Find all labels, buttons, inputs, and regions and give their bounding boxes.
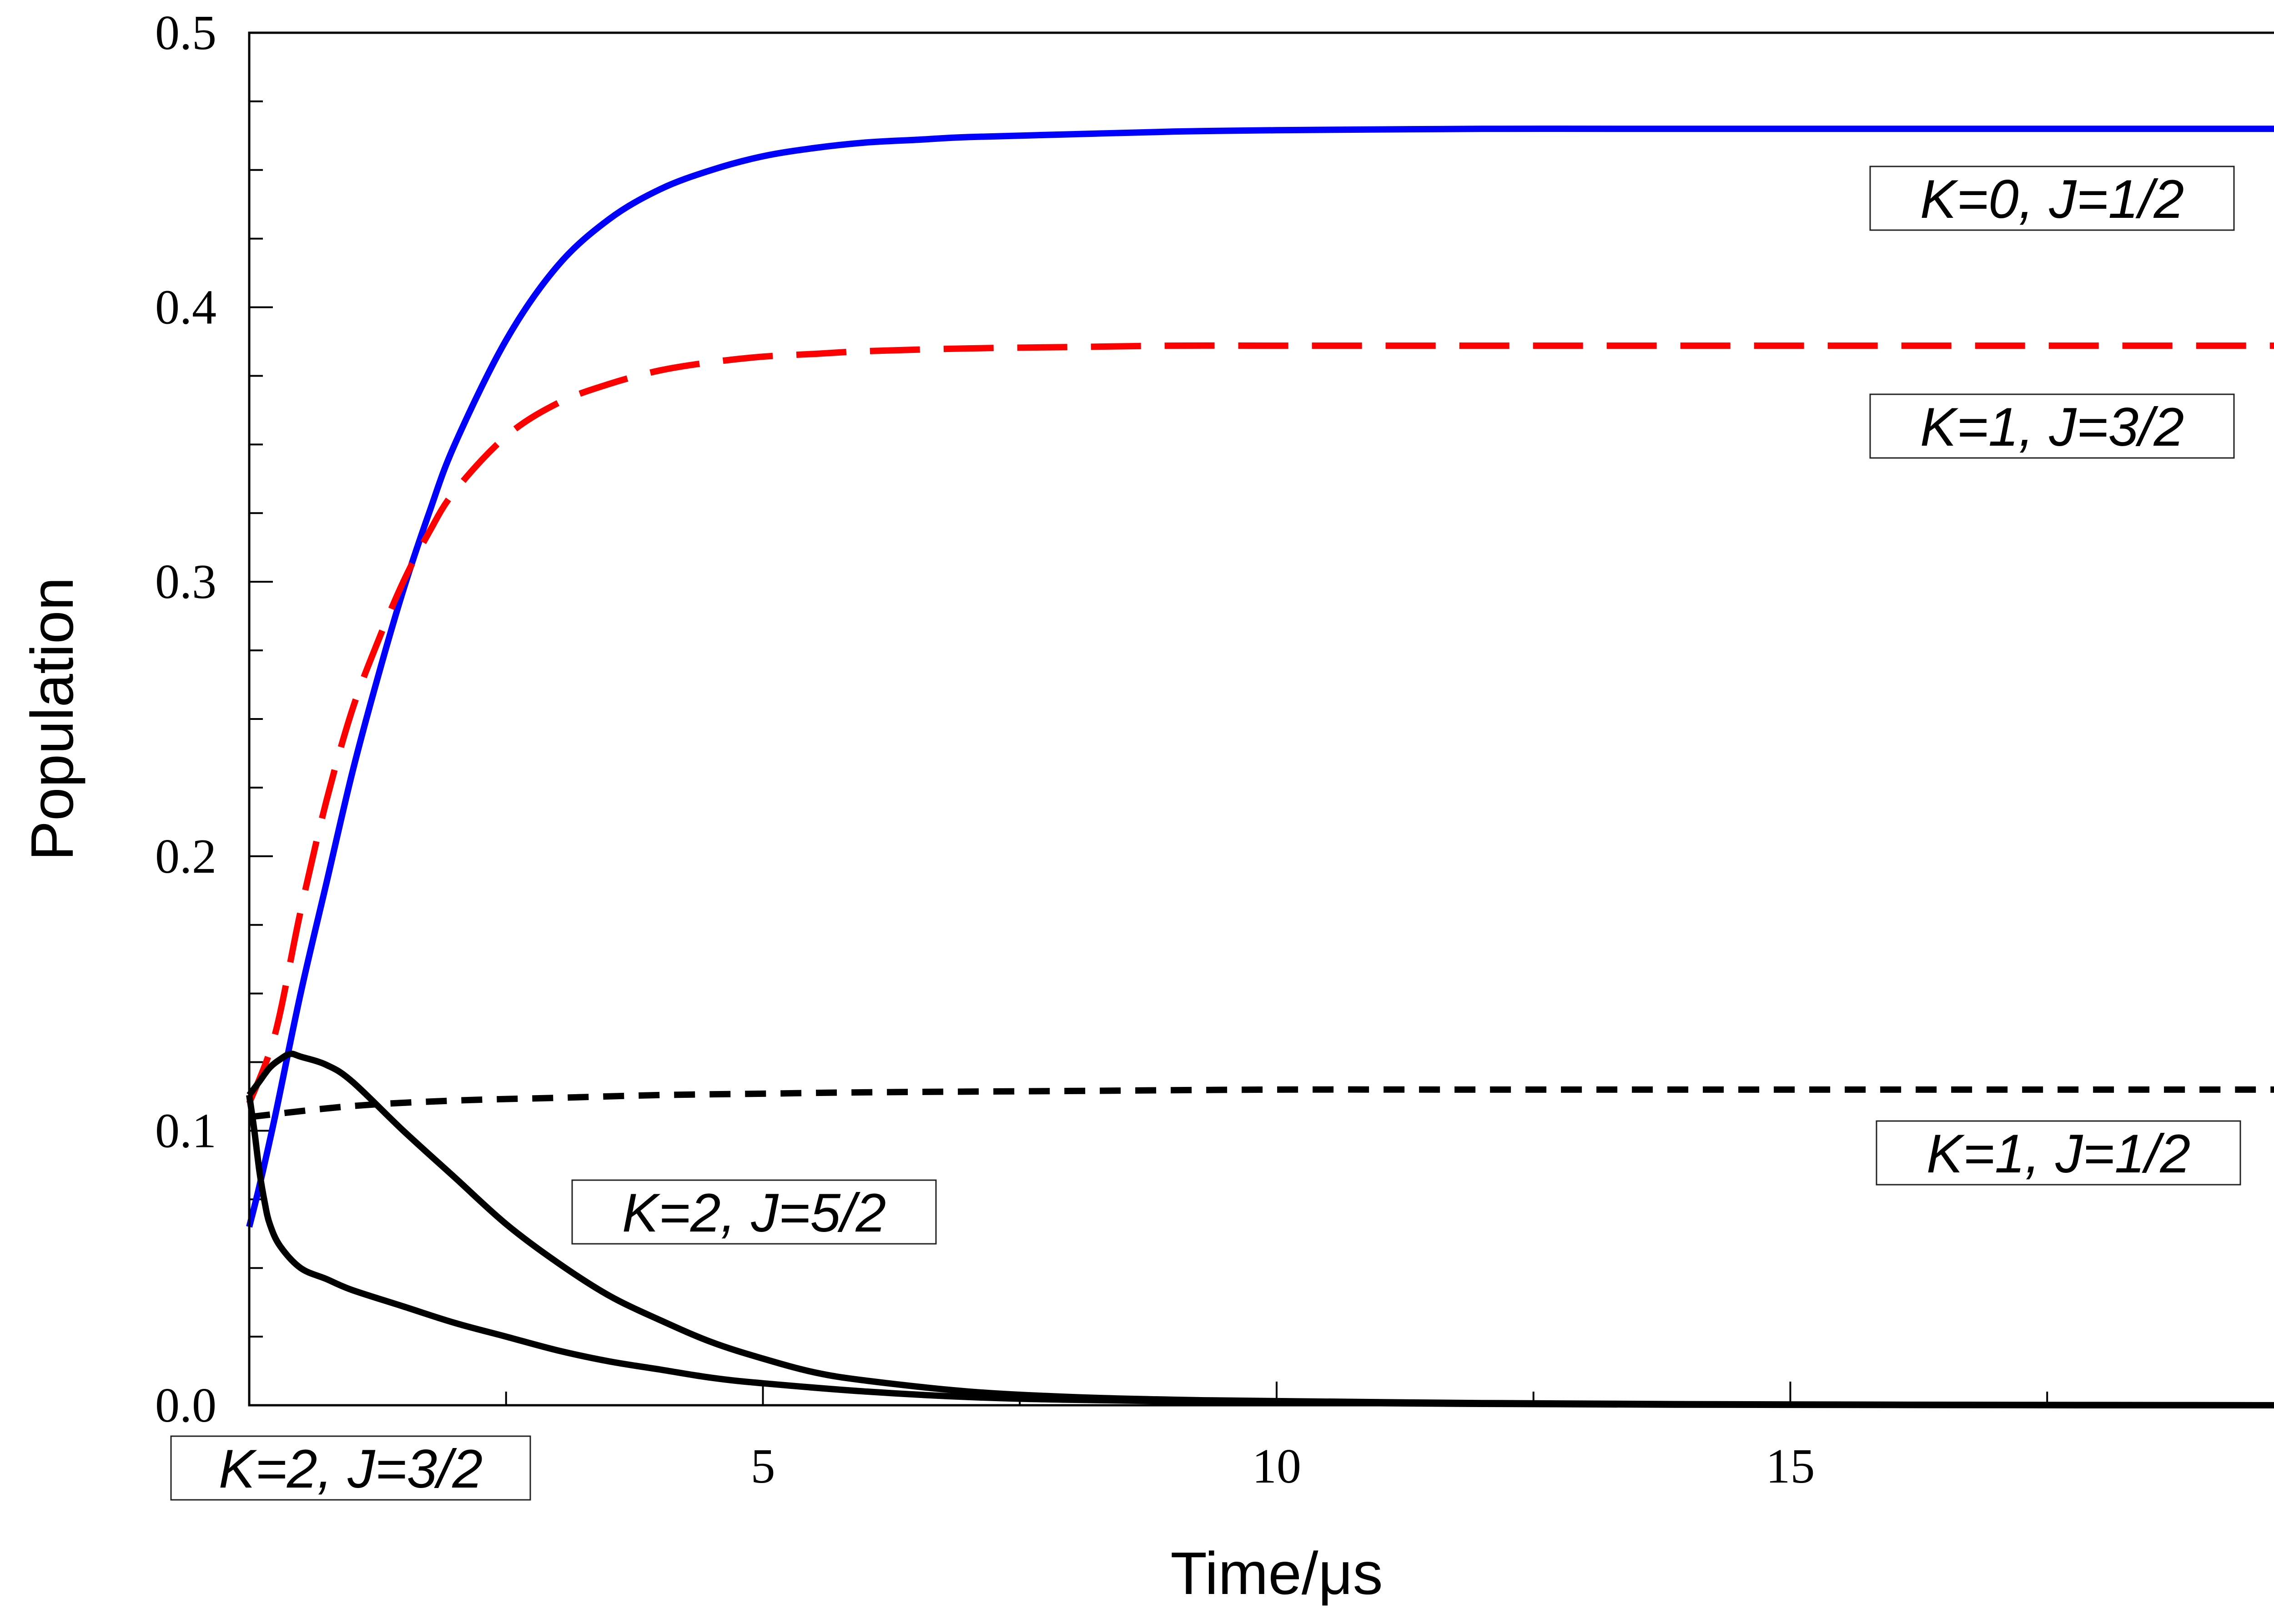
x-tick-label: 10: [1252, 1439, 1301, 1493]
label-k1-j32: K=1, J=3/2: [1869, 393, 2235, 459]
y-axis-tick-labels: 0.0 0.1 0.2 0.3 0.4 0.5: [155, 6, 216, 1433]
x-axis-tick-labels: 5101520: [751, 1439, 1815, 1493]
label-k2-j32: K=2, J=3/2: [170, 1435, 531, 1501]
label-text-k0-j12: K=0, J=1/2: [1920, 169, 2184, 230]
y-tick-label: 0.3: [155, 555, 216, 609]
label-box-k0-j12: [1869, 166, 2235, 231]
y-tick-label: 0.5: [155, 6, 216, 60]
y-axis-title: Population: [19, 577, 86, 861]
y-axis-ticks: [249, 32, 273, 1406]
label-box-k1-j12: [1876, 1120, 2241, 1186]
label-box-k1-j32: [1869, 393, 2235, 459]
y-tick-label: 0.2: [155, 830, 216, 884]
label-text-k2-j52: K=2, J=5/2: [622, 1182, 886, 1243]
y-tick-label: 0.4: [155, 281, 216, 335]
label-text-k1-j12: K=1, J=1/2: [1927, 1123, 2190, 1184]
y-tick-label: 0.1: [155, 1104, 216, 1158]
label-k2-j52: K=2, J=5/2: [571, 1179, 937, 1245]
curve-labels: K=0, J=1/2 K=1, J=3/2 K=1, J=1/2 K=2, J=…: [170, 166, 2241, 1501]
series-line-k-1-j-1-2: [249, 1086, 2274, 1121]
series-line-k-1-j-3-2: [246, 342, 2274, 1105]
y-tick-label: 0.0: [155, 1378, 216, 1433]
x-axis-title: Time/μs: [1170, 1540, 1383, 1607]
label-k1-j12: K=1, J=1/2: [1876, 1120, 2241, 1186]
plot-frame: [248, 31, 2274, 1407]
series-line-k-0-j-1-2: [246, 126, 2274, 1228]
x-tick-label: 15: [1766, 1439, 1815, 1493]
series-layer: [246, 126, 2274, 1409]
label-k0-j12: K=0, J=1/2: [1869, 166, 2235, 231]
label-text-k1-j32: K=1, J=3/2: [1920, 397, 2184, 458]
label-box-k2-j52: [571, 1179, 937, 1245]
x-tick-label: 5: [751, 1439, 775, 1493]
label-box-k2-j32: [170, 1435, 531, 1501]
label-text-k2-j32: K=2, J=3/2: [219, 1438, 483, 1499]
